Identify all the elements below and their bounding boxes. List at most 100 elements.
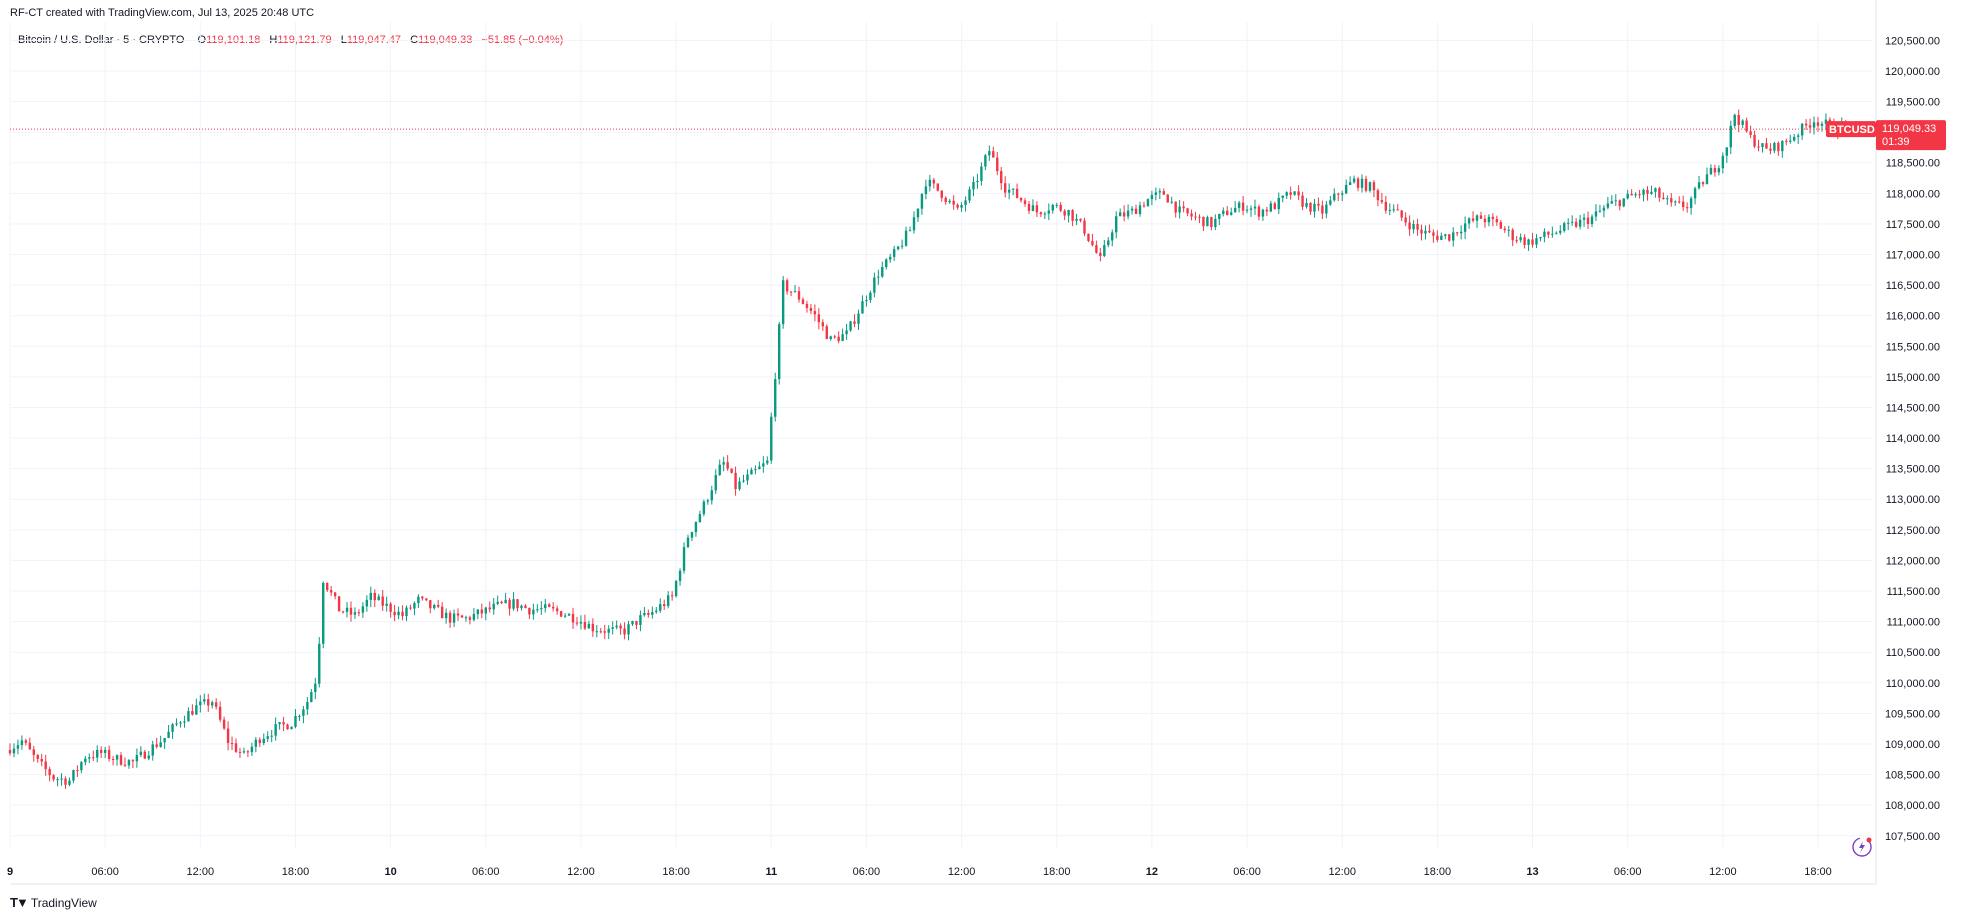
candle-body (191, 711, 194, 715)
tradingview-brand[interactable]: T▼ TradingView (10, 895, 97, 910)
x-tick-label: 12 (1146, 866, 1158, 878)
candle-body (750, 469, 753, 475)
candle-body (254, 739, 258, 747)
candle-body (524, 605, 527, 609)
candle-body (1551, 233, 1554, 235)
candle-body (619, 625, 622, 629)
candle-body (1007, 189, 1011, 193)
candle-body (591, 623, 595, 632)
candle-body (96, 749, 99, 758)
candle-body (1765, 143, 1768, 149)
candle-body (199, 701, 202, 706)
candle-body (1364, 178, 1368, 191)
candle-body (1321, 205, 1324, 214)
candle-body (960, 205, 963, 208)
candle-body (389, 603, 392, 612)
candle-body (1582, 217, 1586, 220)
candle-body (1368, 182, 1372, 191)
candle-body (310, 692, 313, 703)
candle-body (1697, 182, 1701, 189)
candle-body (1023, 200, 1027, 204)
candle-body (496, 601, 499, 604)
candle-body (1115, 216, 1118, 233)
candle-body (171, 724, 174, 732)
candle-body (1218, 213, 1221, 219)
price-badge-value: 119,049.33 (1882, 123, 1936, 135)
candle-body (230, 742, 234, 744)
candle-body (825, 326, 828, 339)
candle-body (1638, 194, 1641, 196)
candle-body (1741, 120, 1744, 125)
candle-body (28, 742, 32, 750)
candle-body (322, 582, 325, 644)
candle-body (1717, 168, 1721, 173)
candle-body (1222, 210, 1225, 214)
candles (8, 109, 1847, 789)
x-tick-label: 18:00 (662, 866, 690, 878)
candle-body (1067, 209, 1070, 216)
candle-body (1757, 146, 1760, 148)
candle-body (678, 570, 682, 582)
candle-body (298, 715, 301, 717)
candle-body (583, 621, 587, 629)
candle-body (964, 200, 967, 206)
candle-body (1011, 188, 1015, 190)
candle-body (1329, 200, 1332, 205)
candle-body (1265, 209, 1269, 212)
x-tick-label: 18:00 (282, 866, 310, 878)
candle-body (1630, 193, 1633, 196)
sparkle-icon[interactable] (1851, 836, 1873, 858)
candle-body (567, 613, 571, 616)
x-tick-label: 10 (385, 866, 397, 878)
candle-body (1785, 140, 1788, 142)
bar-countdown: 01:39 (1882, 136, 1910, 148)
candle-body (1249, 208, 1253, 210)
candle-body (1134, 208, 1138, 214)
candle-body (151, 744, 154, 756)
x-tick-label: 06:00 (1614, 866, 1642, 878)
candle-body (1531, 239, 1534, 245)
candle-body (103, 749, 107, 753)
candle-body (341, 611, 345, 613)
candle-body (1491, 216, 1495, 220)
candle-body (1194, 216, 1197, 218)
candle-body (1753, 134, 1756, 147)
candle-body (889, 256, 892, 260)
candle-body (44, 761, 47, 770)
candle-body (956, 204, 959, 208)
candle-body (1245, 209, 1249, 211)
candle-body (163, 737, 166, 743)
candle-body (674, 581, 678, 597)
candle-body (865, 300, 868, 302)
candle-body (1662, 197, 1665, 200)
candle-body (456, 613, 460, 616)
candle-body (1610, 201, 1614, 204)
candle-body (1075, 218, 1078, 221)
candle-body (1226, 210, 1229, 215)
candle-body (1416, 223, 1419, 230)
candle-body (1563, 223, 1566, 231)
candle-body (246, 751, 250, 753)
candle-body (1118, 212, 1122, 217)
candle-body (111, 758, 115, 760)
y-tick-label: 118,000.00 (1886, 188, 1940, 200)
candle-body (1087, 233, 1090, 241)
candle-body (1729, 125, 1732, 148)
candle-body (1467, 218, 1471, 224)
y-tick-label: 115,500.00 (1886, 341, 1940, 353)
candle-body (1404, 217, 1407, 223)
y-tick-label: 109,000.00 (1885, 739, 1940, 751)
candle-body (1733, 114, 1736, 126)
candle-body (1261, 209, 1265, 217)
candle-body (147, 755, 150, 759)
candle-body (742, 480, 745, 482)
candle-body (1352, 178, 1356, 183)
candle-body (1214, 218, 1217, 228)
candle-body (1789, 140, 1792, 142)
candle-body (258, 739, 261, 744)
candle-body (1483, 218, 1487, 223)
candle-body (290, 726, 293, 730)
candle-body (1800, 123, 1804, 136)
candle-body (1380, 200, 1384, 202)
